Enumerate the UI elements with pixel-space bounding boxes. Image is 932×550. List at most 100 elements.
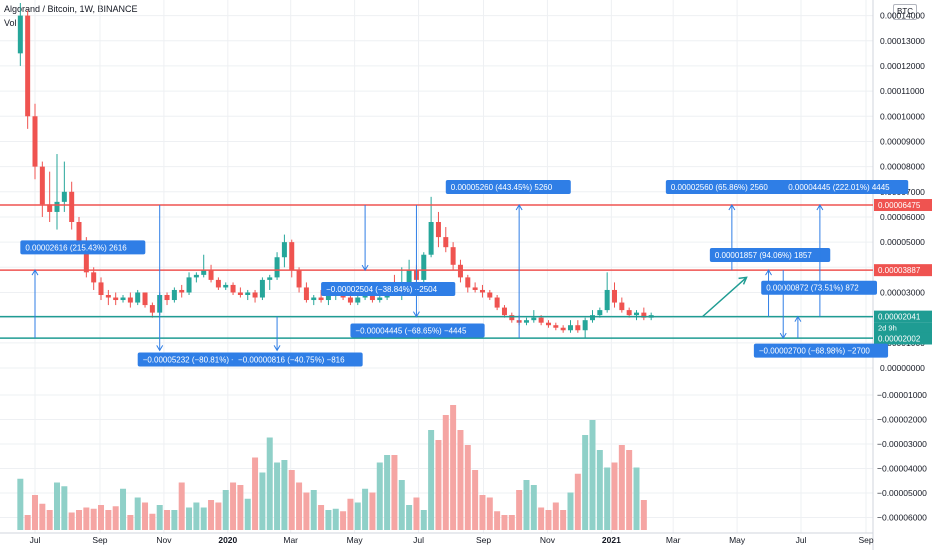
price-tick-label: 0.00013000: [880, 36, 925, 46]
candle-body: [142, 292, 148, 306]
candle-body: [450, 247, 456, 265]
measure-callout: −0.00004445 (−68.65%) −4445: [350, 205, 485, 338]
volume-bar: [340, 511, 347, 530]
measure-arrowhead: [515, 204, 523, 211]
candle-body: [61, 191, 67, 202]
measure-label-box: [233, 352, 363, 367]
volume-bar: [354, 502, 361, 530]
candle-body: [567, 325, 573, 331]
volume-bar: [90, 508, 97, 530]
measure-arrowhead: [765, 269, 772, 276]
volume-bar: [413, 497, 420, 530]
volume-label: Vol: [4, 18, 17, 28]
volume-bar: [244, 498, 251, 530]
candle-body: [509, 315, 515, 321]
candle-body: [296, 269, 302, 288]
volume-bar: [76, 510, 83, 530]
volume-bar: [259, 472, 266, 530]
candle-body: [208, 269, 214, 280]
volume-bar: [552, 502, 559, 530]
time-tick-label: Nov: [156, 535, 172, 545]
time-tick-label: Mar: [283, 535, 298, 545]
volume-bar: [486, 497, 493, 530]
candle-body: [487, 292, 493, 298]
level-0.00002041-badge: [874, 310, 932, 323]
projection-arrow-line: [702, 276, 748, 318]
candle-body: [39, 166, 45, 205]
candle-body: [127, 297, 133, 303]
price-tick-label: 0.00012000: [880, 61, 925, 71]
candle-body: [406, 269, 412, 283]
measure-label-box: [761, 280, 878, 295]
measure-callout: 0.00005260 (443.45%) 5260: [445, 180, 571, 339]
measure-label: −0.00002504 (−38.84%) −2504: [326, 285, 438, 294]
measure-label: 0.00000872 (73.51%) 872: [766, 284, 859, 293]
volume-bar: [171, 510, 178, 530]
time-tick-label: Sep: [476, 535, 491, 545]
volume-bar: [626, 450, 633, 530]
candle-body: [91, 272, 97, 283]
volume-bar: [274, 462, 281, 530]
volume-bar: [68, 512, 75, 530]
measure-label: 0.00001857 (94.06%) 1857: [715, 251, 813, 260]
level-0.00003887-badge-label: 0.00003887: [878, 266, 921, 275]
grid: [0, 0, 873, 533]
candle-body: [245, 292, 251, 295]
measure-label: −0.00004445 (−68.65%) −4445: [355, 327, 467, 336]
volume-bar: [406, 505, 413, 530]
measure-callout: −0.00005232 (−80.81%) −5232: [137, 205, 272, 367]
candle-body: [641, 312, 647, 318]
measure-label: 0.00002560 (65.86%) 2560: [671, 183, 769, 192]
candle-body: [589, 315, 595, 321]
candle-body: [259, 279, 265, 298]
currency-button[interactable]: BTC: [893, 4, 917, 20]
volume-bar: [450, 405, 457, 530]
volume-bar: [318, 505, 325, 530]
candle-body: [604, 289, 610, 311]
time-tick-label: Sep: [858, 535, 873, 545]
candle-body: [428, 222, 434, 255]
volume-bar: [105, 510, 112, 530]
volume-bar: [494, 511, 501, 530]
volume-bar: [508, 515, 515, 530]
price-tick-label: 0.00005000: [880, 237, 925, 247]
volume-bar: [347, 498, 354, 530]
volume-bar: [296, 482, 303, 530]
volume-bar: [384, 455, 391, 530]
volume-bar: [376, 462, 383, 530]
volume-bar: [538, 507, 545, 530]
measure-label-box: [709, 247, 831, 262]
volume-bar: [120, 488, 127, 530]
volume-bar: [611, 462, 618, 530]
candle-body: [538, 317, 544, 323]
volume-bar: [208, 500, 215, 530]
candle-body: [435, 222, 441, 238]
volume-bar: [391, 455, 398, 530]
volume-bar: [17, 478, 24, 530]
volume-bar: [98, 505, 105, 530]
candle-body: [611, 289, 617, 303]
volume-bar: [186, 507, 193, 530]
time-tick-label: 2020: [218, 535, 237, 545]
candle-body: [223, 284, 229, 288]
volume-bar: [398, 480, 405, 530]
volume-bar: [633, 467, 640, 530]
price-tick-label: 0.00009000: [880, 136, 925, 146]
time-tick-label: May: [347, 535, 364, 545]
candle-body: [47, 204, 53, 212]
volume-bar: [266, 437, 273, 530]
candle-body: [98, 282, 104, 295]
volume-bar: [222, 490, 229, 530]
volume-bar: [523, 480, 530, 530]
candle-body: [575, 325, 581, 331]
candle-body: [32, 116, 38, 167]
measure-callout: 0.00004445 (222.01%) 4445: [783, 180, 909, 317]
candle-body: [347, 297, 353, 303]
volume-tick-label: −0.00001000: [877, 390, 927, 400]
volume-bar: [362, 488, 369, 530]
measure-callout: 0.00002560 (65.86%) 2560: [665, 180, 787, 271]
candle-body: [369, 292, 375, 301]
time-tick-label: Mar: [666, 535, 681, 545]
measure-label: −0.00002700 (−68.98%) −2700: [759, 347, 871, 356]
